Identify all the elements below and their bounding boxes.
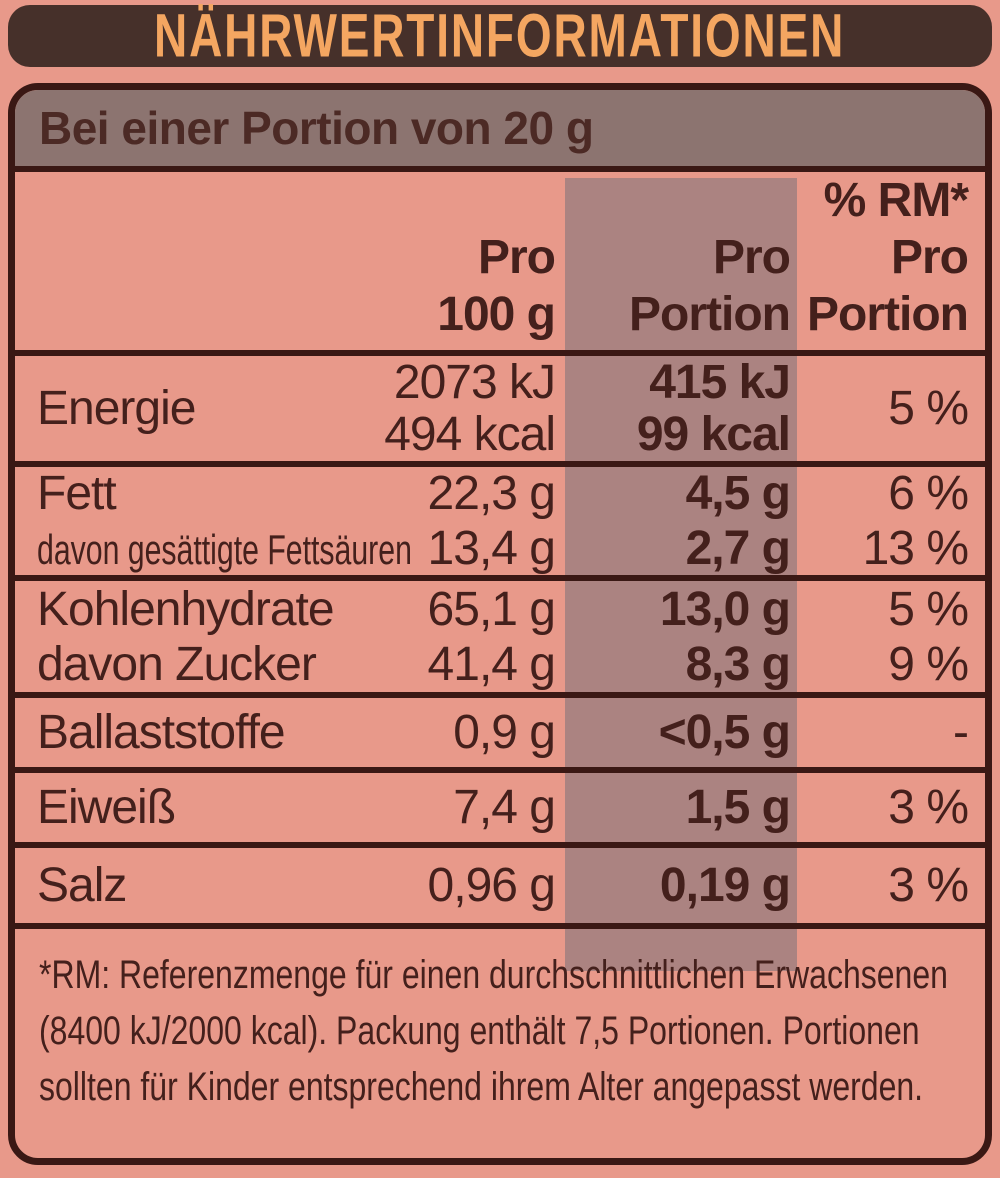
per-100g-value: 13,4 g	[427, 522, 556, 575]
footnote-text-2: (8400 kJ/2000 kcal). Packung enthält 7,5…	[39, 1009, 920, 1053]
energy-kj-per-portion: 415 kJ	[649, 355, 791, 409]
nutrient-label: Ballaststoffe	[37, 706, 286, 759]
column-header-row: Pro 100 g Pro Portion % RM* Pro Portion	[15, 172, 985, 356]
per-portion-value: 0,19 g	[659, 859, 791, 912]
row-ballaststoffe: Ballaststoffe 0,9 g <0,5 g -	[15, 698, 985, 773]
serving-size-text: Bei einer Portion von 20 g	[39, 102, 594, 154]
footnote-line: (8400 kJ/2000 kcal). Packung enthält 7,5…	[39, 1009, 968, 1065]
rm-percent-value: -	[953, 706, 969, 759]
row-fett: Fett 22,3 g 4,5 g 6 % davon gesättigte F…	[15, 467, 985, 581]
rm-percent-value: 5 %	[888, 382, 969, 435]
per-100g-label-line2: 100 g	[437, 288, 556, 341]
nutrient-label: Salz	[37, 859, 127, 912]
per-100g-value: 0,96 g	[427, 859, 556, 912]
title-bar: NÄHRWERTINFORMATIONEN	[8, 2, 992, 70]
rm-percent-value: 9 %	[888, 637, 969, 691]
serving-size-header: Bei einer Portion von 20 g	[15, 90, 985, 172]
rm-percent-value: 3 %	[888, 781, 969, 834]
row-kohlenhydrate: Kohlenhydrate 65,1 g 13,0 g 5 % davon Zu…	[15, 581, 985, 698]
row-energie: Energie 2073 kJ 494 kcal 415 kJ 99 kcal …	[15, 356, 985, 467]
per-100g-value: 22,3 g	[427, 467, 556, 520]
nutrient-label: Kohlenhydrate	[37, 582, 335, 636]
per-portion-value: 4,5 g	[685, 467, 791, 520]
column-header-per-100g: Pro 100 g	[437, 229, 565, 343]
page-title: NÄHRWERTINFORMATIONEN	[154, 1, 846, 71]
per-100g-value: 65,1 g	[427, 582, 556, 636]
saturated-fat-label: davon gesättigte Fettsäuren	[37, 526, 412, 573]
rm-percent-value: 3 %	[888, 859, 969, 912]
per-portion-value: <0,5 g	[658, 706, 791, 759]
rm-label-line2: Pro	[890, 231, 969, 284]
rm-label-line1: % RM*	[823, 174, 969, 227]
rm-percent-value: 13 %	[862, 522, 969, 575]
row-eiweiss: Eiweiß 7,4 g 1,5 g 3 %	[15, 773, 985, 848]
reference-footnote: *RM: Referenzmenge für einen durchschnit…	[15, 929, 985, 1121]
per-100g-value: 41,4 g	[427, 637, 556, 691]
energy-kcal-per-100g: 494 kcal	[384, 407, 556, 461]
per-100g-value: 0,9 g	[453, 706, 556, 759]
per-portion-value: 415 kJ 99 kcal	[565, 355, 797, 461]
nutrient-label: Eiweiß	[37, 781, 176, 834]
footnote-text-1: *RM: Referenzmenge für einen durchschnit…	[39, 953, 948, 997]
per-portion-value: 1,5 g	[685, 781, 791, 834]
footnote-line: *RM: Referenzmenge für einen durchschnit…	[39, 953, 968, 1009]
sub-nutrient-label: davon gesättigte Fettsäuren	[37, 521, 558, 576]
row-salz: Salz 0,96 g 0,19 g 3 %	[15, 848, 985, 929]
per-100g-value: 7,4 g	[453, 781, 556, 834]
per-portion-column-highlight	[565, 178, 797, 971]
nutrient-label: Energie	[37, 382, 196, 435]
nutrient-label: Fett	[37, 467, 117, 520]
energy-kcal-per-portion: 99 kcal	[636, 407, 791, 461]
rm-label-line3: Portion	[807, 288, 969, 341]
nutrition-table: Bei einer Portion von 20 g Pro 100 g Pro…	[8, 83, 992, 1165]
rm-percent-value: 5 %	[888, 582, 969, 636]
footnote-line: sollten für Kinder entsprechend ihrem Al…	[39, 1065, 968, 1121]
per-portion-value: 13,0 g	[659, 582, 791, 636]
per-100g-value: 2073 kJ 494 kcal	[384, 355, 565, 461]
per-portion-label-line1: Pro	[712, 231, 791, 284]
rm-percent-value: 6 %	[888, 467, 969, 520]
per-portion-label-line2: Portion	[629, 288, 791, 341]
per-portion-value: 8,3 g	[685, 637, 791, 691]
column-header-per-portion: Pro Portion	[565, 229, 797, 343]
footnote-text-3: sollten für Kinder entsprechend ihrem Al…	[39, 1065, 924, 1109]
sub-nutrient-label: davon Zucker	[37, 637, 317, 691]
per-portion-value: 2,7 g	[685, 522, 791, 575]
column-header-rm: % RM* Pro Portion	[797, 172, 969, 343]
energy-kj-per-100g: 2073 kJ	[393, 355, 556, 409]
per-100g-label-line1: Pro	[477, 231, 556, 284]
